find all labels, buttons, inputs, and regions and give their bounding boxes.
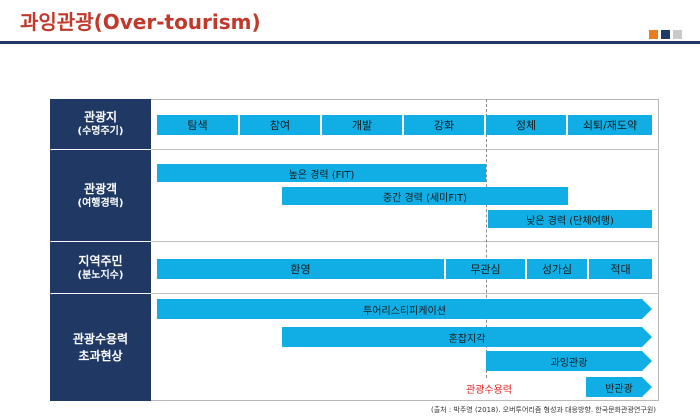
row-header-tourist: 관광객 (여행경력) — [50, 150, 151, 241]
arrow-overtourism: 과잉관광 — [486, 351, 652, 371]
row-label: 지역주민 — [78, 253, 123, 268]
resident-stage-annoyance: 성가심 — [527, 259, 589, 279]
accent-square-orange — [649, 30, 658, 39]
accent-square-navy — [661, 30, 670, 39]
lifecycle-stage-development: 개발 — [322, 115, 404, 135]
lifecycle-stage-exploration: 탐색 — [157, 115, 240, 135]
tourist-bar-medium: 중간 경력 (세미FIT) — [282, 187, 568, 205]
row-sublabel: (분노지수) — [77, 269, 124, 281]
row-separator — [151, 149, 659, 150]
resident-stage-apathy: 무관심 — [446, 259, 527, 279]
lifecycle-stage-consolidation: 강화 — [404, 115, 486, 135]
capacity-threshold-label: 관광수용력 — [466, 385, 512, 396]
arrow-touristification: 투어리스티피케이션 — [157, 299, 652, 319]
resident-stage-antagonism: 적대 — [589, 259, 652, 279]
lifecycle-stage-involvement: 참여 — [240, 115, 322, 135]
lifecycle-stage-stagnation: 정체 — [486, 115, 568, 135]
row-label: 관광지 — [83, 110, 118, 124]
row-separator — [151, 293, 659, 294]
row-label-line2: 초과현상 — [78, 348, 123, 363]
tourist-bar-low: 낮은 경력 (단체여행) — [488, 210, 652, 228]
arrow-anti-tourism: 반관광 — [586, 377, 652, 397]
row-sublabel: (수명주기) — [77, 126, 124, 137]
row-label: 관광객 — [83, 181, 118, 196]
title-divider — [0, 41, 700, 44]
row-sublabel: (여행경력) — [77, 197, 124, 209]
source-citation: (출처 : 박주영 (2018). 오버투어리즘 형성과 대응방향. 한국문화관… — [430, 406, 656, 414]
tourist-bar-high: 높은 경력 (FIT) — [157, 164, 486, 182]
capacity-threshold-line — [486, 99, 487, 378]
page-title: 과잉관광(Over-tourism) — [20, 10, 261, 34]
lifecycle-stage-decline: 쇠퇴/재도약 — [568, 115, 652, 135]
row-separator — [151, 241, 659, 242]
row-header-capacity: 관광수용력 초과현상 — [50, 294, 151, 401]
arrow-congestion: 혼잡지각 — [282, 327, 652, 347]
resident-stage-euphoria: 환영 — [157, 259, 446, 279]
row-label-line1: 관광수용력 — [72, 331, 129, 346]
accent-square-gray — [673, 30, 682, 39]
row-header-lifecycle: 관광지 (수명주기) — [50, 99, 151, 149]
row-header-residents: 지역주민 (분노지수) — [50, 242, 151, 293]
